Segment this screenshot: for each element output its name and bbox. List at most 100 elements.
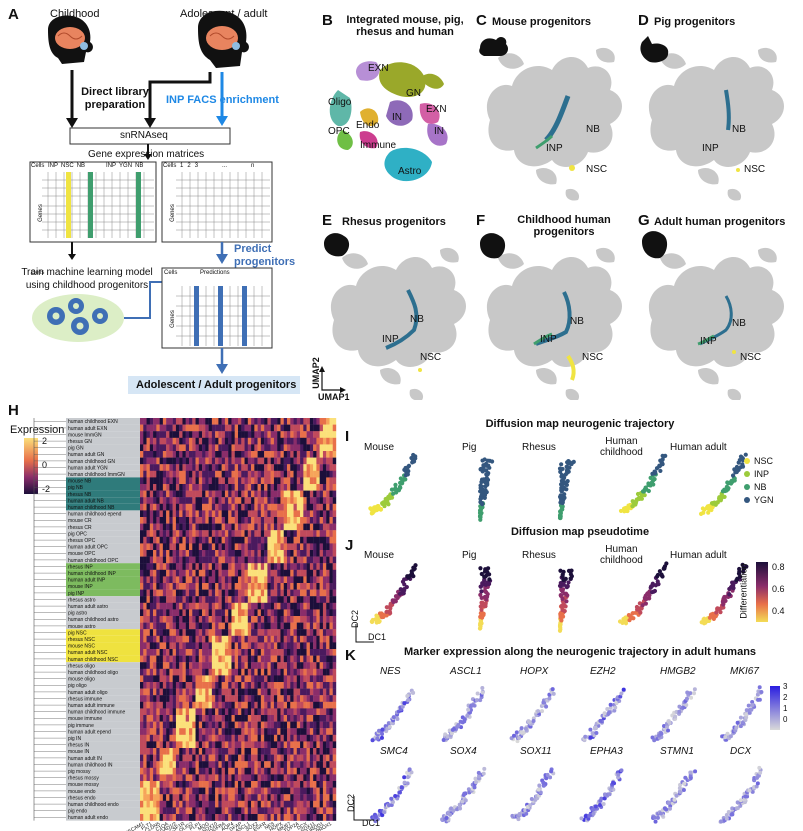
row-band (66, 543, 140, 550)
heatmap-cell (143, 431, 147, 438)
heatmap-cell (270, 616, 275, 623)
dmap-point (485, 472, 490, 477)
dmap-point (724, 484, 729, 489)
heatmap-cell (192, 563, 196, 570)
heatmap-cell (179, 668, 183, 676)
heatmap-cell (254, 424, 258, 432)
heatmap-cell (251, 418, 255, 425)
heatmap-cell (146, 563, 150, 570)
heatmap-cell (221, 761, 226, 768)
heatmap-cell (218, 767, 222, 775)
heatmap-cell (159, 517, 164, 524)
heatmap-cell (241, 781, 245, 788)
heatmap-cell (159, 688, 164, 696)
heatmap-cell (224, 596, 229, 603)
heatmap-cell (185, 517, 190, 524)
heatmap-cell (251, 477, 255, 485)
heatmap-cell (290, 642, 294, 650)
heatmap-cell (306, 708, 311, 716)
heatmap-cell (293, 530, 297, 537)
heatmap-cell (146, 675, 150, 683)
heatmap-cell (296, 523, 301, 531)
heatmap-cell (277, 662, 281, 669)
heatmap-cell (224, 800, 229, 808)
heatmap-cell (140, 431, 144, 438)
heatmap-cell (244, 688, 248, 696)
heatmap-cell (156, 748, 160, 755)
heatmap-cell (264, 523, 268, 531)
heatmap-cell (280, 794, 284, 801)
gene-label: PROX1 (315, 821, 333, 831)
heatmap-cell (280, 497, 284, 504)
row-label: rhesus immune (68, 696, 102, 702)
heatmap-cell (244, 622, 248, 630)
heatmap-cell (208, 470, 213, 478)
heatmap-cell (267, 444, 271, 452)
heatmap-cell (153, 781, 157, 788)
heatmap-cell (270, 451, 275, 458)
heatmap-cell (202, 431, 206, 438)
heatmap-cell (146, 754, 150, 762)
heatmap-cell (241, 642, 245, 650)
heatmap-cell (306, 490, 311, 498)
heatmap-cell (189, 814, 193, 821)
heatmap-cell (208, 563, 213, 570)
heatmap-cell (296, 457, 301, 465)
dmap-point (479, 621, 484, 626)
heatmap-cell (156, 497, 160, 504)
heatmap-cell (257, 424, 262, 432)
heatmap-cell (146, 470, 150, 478)
heatmap-cell (293, 622, 297, 630)
heatmap-cell (192, 814, 196, 821)
heatmap-cell (251, 497, 255, 504)
heatmap-cell (241, 688, 245, 696)
heatmap-cell (140, 635, 144, 643)
row-label: human adult epend (68, 729, 111, 735)
panel-letter-a: A (8, 6, 19, 23)
heatmap-cell (257, 715, 262, 722)
heatmap-cell (332, 715, 337, 722)
row-band (66, 589, 140, 597)
heatmap-cell (208, 589, 213, 597)
heatmap-cell (267, 550, 271, 557)
heatmap-cell (215, 708, 219, 716)
heatmap-cell (244, 668, 248, 676)
heatmap-cell (146, 688, 150, 696)
heatmap-cell (140, 688, 144, 696)
heatmap-cell (218, 781, 222, 788)
heatmap-cell (322, 497, 327, 504)
heatmap-cell (254, 543, 258, 551)
heatmap-cell (172, 583, 177, 590)
heatmap-cell (251, 649, 255, 656)
heatmap-cell (205, 701, 209, 709)
heatmap-cell (283, 761, 288, 768)
heatmap-cell (267, 728, 271, 735)
heatmap-cell (215, 517, 219, 524)
heatmap-cell (329, 701, 333, 709)
heatmap-cell (172, 748, 177, 755)
heatmap-cell (316, 682, 320, 689)
heatmap-cell (254, 635, 258, 643)
marker-gene-label: HMGB2 (660, 666, 696, 677)
heatmap-cell (280, 787, 284, 795)
gene-label: PDGFRA (206, 821, 228, 831)
heatmap-cell (322, 437, 327, 445)
heatmap-cell (241, 424, 245, 432)
heatmap-cell (270, 774, 275, 782)
heatmap-cell (172, 530, 177, 537)
heatmap-cell (322, 477, 327, 485)
heatmap-cell (153, 497, 157, 504)
heatmap-cell (267, 536, 271, 544)
heatmap-cell (238, 774, 242, 782)
heatmap-cell (175, 451, 180, 458)
heatmap-cell (326, 708, 330, 716)
heatmap-cell (215, 418, 219, 425)
heatmap-cell (169, 622, 173, 630)
heatmap-cell (238, 721, 242, 729)
heatmap-cell (195, 536, 199, 544)
heatmap-cell (169, 550, 173, 557)
heatmap-cell (224, 774, 229, 782)
heatmap-cell (159, 418, 164, 425)
heatmap-cell (159, 807, 164, 815)
row-label: mouse mossy (68, 782, 99, 788)
